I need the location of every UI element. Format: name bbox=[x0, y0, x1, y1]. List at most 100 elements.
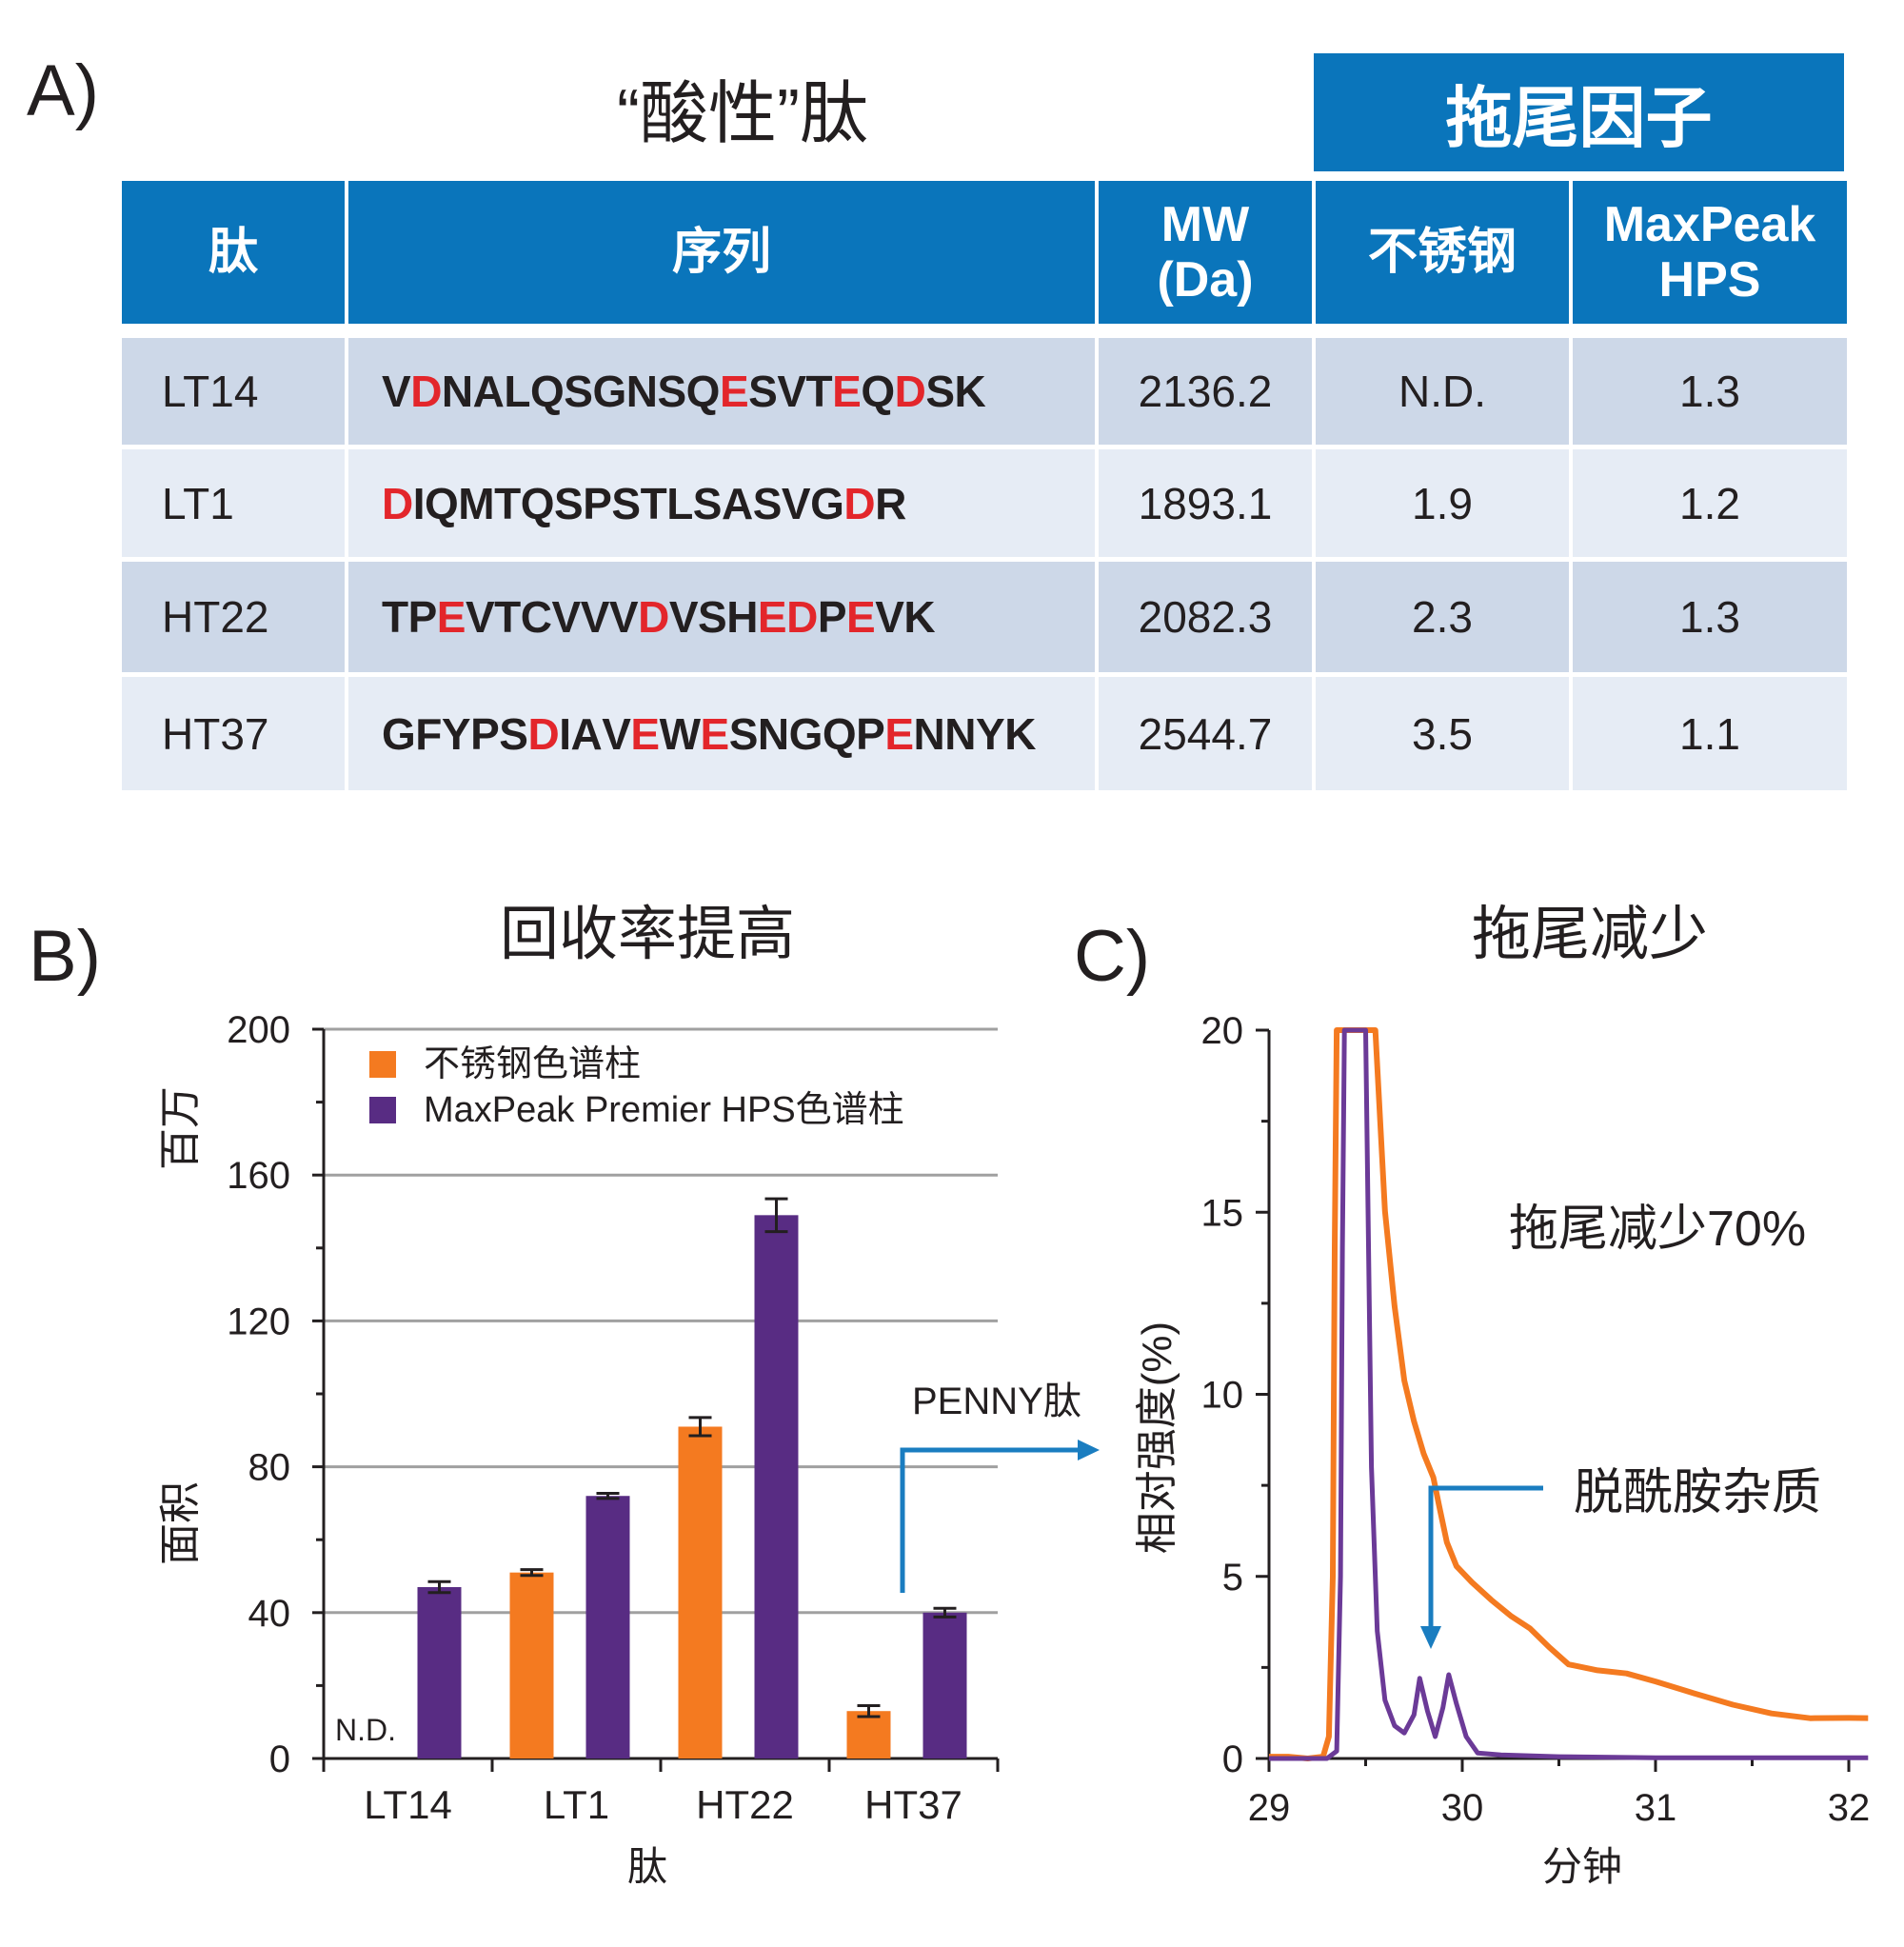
error-bar bbox=[764, 1197, 788, 1234]
table-cell-maxpeak: 1.1 bbox=[1573, 677, 1847, 790]
residue: V bbox=[781, 478, 811, 528]
table-cell-stainless: 1.9 bbox=[1316, 449, 1569, 557]
panel-a-label: A) bbox=[27, 50, 99, 131]
residue: E bbox=[884, 708, 914, 759]
residue: G bbox=[788, 708, 823, 759]
y-tick-label: 80 bbox=[248, 1447, 291, 1489]
penny-label: PENNY肽 bbox=[912, 1381, 1081, 1422]
y-tick-label: 0 bbox=[269, 1738, 290, 1780]
bar-maxpeak bbox=[754, 1215, 799, 1758]
table-cell-maxpeak: 1.2 bbox=[1573, 449, 1847, 557]
residue: F bbox=[415, 708, 442, 759]
residue: P bbox=[470, 708, 500, 759]
residue: S bbox=[564, 367, 593, 416]
residue: E bbox=[846, 592, 876, 642]
table-cell-maxpeak: 1.3 bbox=[1573, 338, 1847, 445]
residue: N bbox=[441, 367, 473, 416]
error-bar bbox=[857, 1703, 881, 1719]
residue: L bbox=[504, 367, 530, 416]
table-cell-mw: 2082.3 bbox=[1099, 562, 1312, 672]
maxpeak-trace bbox=[1269, 1027, 1869, 1761]
residue: T bbox=[494, 478, 521, 528]
residue: M bbox=[458, 478, 495, 528]
residue: Q bbox=[822, 708, 857, 759]
residue: T bbox=[494, 592, 521, 642]
residue: E bbox=[757, 592, 787, 642]
residue: Y bbox=[976, 708, 1005, 759]
residue: V bbox=[465, 592, 495, 642]
impurity-arrowhead bbox=[1420, 1626, 1441, 1649]
residue: N bbox=[625, 367, 658, 416]
header-mw: MW (Da) bbox=[1099, 181, 1312, 324]
tailing-reduction-label: 拖尾减少70% bbox=[1509, 1202, 1806, 1257]
nd-label: N.D. bbox=[335, 1713, 396, 1747]
residue: S bbox=[499, 708, 528, 759]
residue: A bbox=[570, 708, 603, 759]
x-tick-label: HT37 bbox=[864, 1782, 962, 1827]
residue: V bbox=[551, 592, 582, 642]
panel-b-title: 回收率提高 bbox=[500, 902, 795, 967]
residue: V bbox=[777, 367, 806, 416]
bar-stainless bbox=[846, 1711, 891, 1758]
penny-arrow-line bbox=[900, 1447, 1081, 1593]
y-tick-label: 15 bbox=[1201, 1192, 1244, 1234]
y-tick-label: 40 bbox=[248, 1593, 291, 1635]
residue: S bbox=[728, 708, 759, 759]
residue: D bbox=[894, 367, 926, 416]
header-peptide: 肽 bbox=[122, 181, 345, 324]
line-chart: 0 5 10 15 20 29 30 31 32 分钟 相对强度(%) 拖尾减少70% 脱酰胺杂质 bbox=[1134, 1010, 1870, 1889]
residue: N bbox=[944, 708, 977, 759]
residue: K bbox=[903, 592, 936, 642]
table-cell-mw: 1893.1 bbox=[1099, 449, 1312, 557]
residue: P bbox=[407, 592, 438, 642]
residue: I bbox=[559, 708, 571, 759]
residue: C bbox=[520, 592, 552, 642]
x-tick-label: 30 bbox=[1441, 1787, 1484, 1829]
residue: E bbox=[700, 708, 730, 759]
residue: N bbox=[757, 708, 789, 759]
panel-c-label: C) bbox=[1074, 916, 1150, 997]
residue: P bbox=[817, 592, 847, 642]
error-bar bbox=[427, 1579, 451, 1595]
residue: S bbox=[752, 478, 783, 528]
residue: G bbox=[382, 708, 416, 759]
impurity-label: 脱酰胺杂质 bbox=[1574, 1465, 1821, 1520]
residue: V bbox=[608, 592, 639, 642]
residue: W bbox=[659, 708, 701, 759]
y-axis-label: 相对强度(%) bbox=[1134, 1321, 1180, 1554]
error-bar bbox=[596, 1492, 620, 1500]
residue: G bbox=[592, 367, 626, 416]
legend-label: 不锈钢色谱柱 bbox=[424, 1044, 641, 1084]
legend-label: MaxPeak Premier HPS色谱柱 bbox=[424, 1090, 904, 1130]
residue: D bbox=[843, 478, 876, 528]
legend-swatch bbox=[369, 1097, 396, 1123]
residue: R bbox=[875, 478, 906, 528]
error-bar bbox=[688, 1416, 712, 1438]
x-tick-label: LT14 bbox=[364, 1782, 452, 1827]
y-tick-label: 200 bbox=[227, 1009, 290, 1051]
residue: D bbox=[527, 708, 560, 759]
y-axis-label-top: 百万 bbox=[157, 1086, 204, 1170]
residue: S bbox=[611, 478, 641, 528]
residue: Y bbox=[441, 708, 471, 759]
panel-c-title: 拖尾减少 bbox=[1472, 902, 1708, 967]
table-cell-stainless: 2.3 bbox=[1316, 562, 1569, 672]
residue: V bbox=[382, 367, 411, 416]
panel-b-label: B) bbox=[29, 916, 101, 997]
residue: K bbox=[954, 367, 986, 416]
y-tick-label: 5 bbox=[1222, 1557, 1243, 1599]
residue: V bbox=[875, 592, 904, 642]
table-cell-mw: 2136.2 bbox=[1099, 338, 1312, 445]
residue: V bbox=[602, 708, 631, 759]
y-tick-label: 10 bbox=[1201, 1375, 1244, 1417]
bar-maxpeak bbox=[417, 1586, 462, 1758]
table-cell-mw: 2544.7 bbox=[1099, 677, 1312, 790]
header-sequence: 序列 bbox=[348, 181, 1095, 324]
table-cell-peptide: HT37 bbox=[122, 677, 345, 790]
residue: D bbox=[410, 367, 442, 416]
residue: S bbox=[698, 592, 727, 642]
error-bar bbox=[520, 1568, 544, 1578]
